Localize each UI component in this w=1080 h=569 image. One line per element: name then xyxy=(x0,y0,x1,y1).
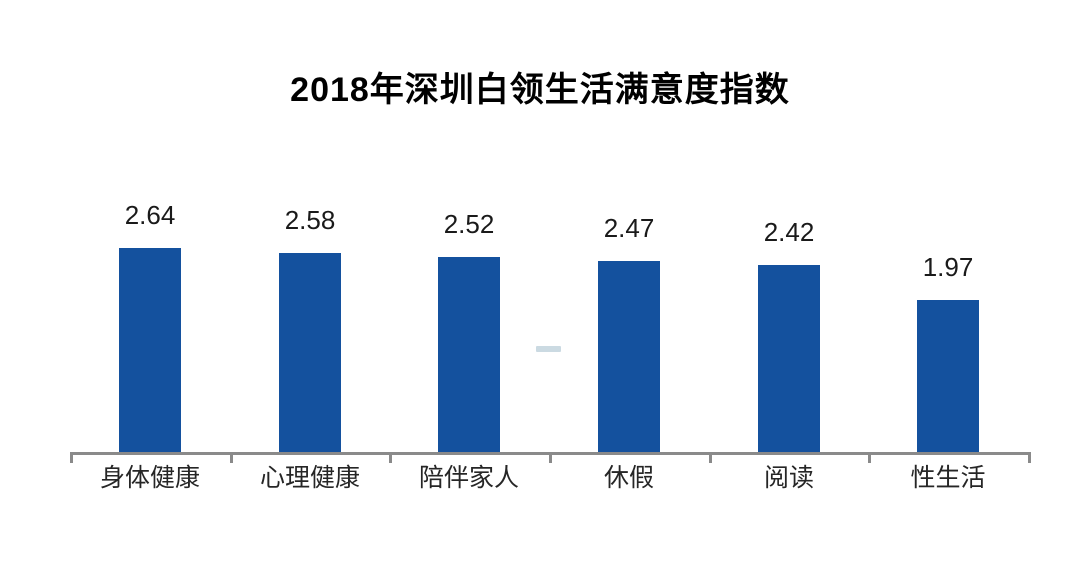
axis-tick xyxy=(549,452,552,463)
bar-value-label: 2.64 xyxy=(124,200,176,230)
bar-1 xyxy=(119,248,181,452)
category-label: 陪伴家人 xyxy=(418,464,519,492)
bar-value-label: 1.97 xyxy=(922,252,974,282)
category-label: 身体健康 xyxy=(99,464,200,492)
category-label: 休假 xyxy=(603,464,654,492)
axis-tick xyxy=(389,452,392,463)
bar-value-label: 2.52 xyxy=(443,209,495,239)
axis-tick xyxy=(230,452,233,463)
axis-tick xyxy=(1028,452,1031,463)
category-label: 心理健康 xyxy=(259,464,360,492)
axis-tick xyxy=(70,452,73,463)
chart-title: 2018年深圳白领生活满意度指数 xyxy=(290,71,790,109)
bar-value-label: 2.47 xyxy=(603,213,655,243)
bar-value-label: 2.58 xyxy=(284,205,336,235)
category-label: 阅读 xyxy=(763,464,814,492)
bar-6 xyxy=(917,300,979,452)
bar-5 xyxy=(758,265,820,452)
bar-value-label: 2.42 xyxy=(763,217,815,247)
category-label: 性生活 xyxy=(910,464,986,492)
bar-3 xyxy=(438,257,500,452)
bar-2 xyxy=(279,253,341,452)
axis-tick xyxy=(709,452,712,463)
watermark-dash xyxy=(536,346,561,352)
axis-tick xyxy=(868,452,871,463)
bar-4 xyxy=(598,261,660,452)
